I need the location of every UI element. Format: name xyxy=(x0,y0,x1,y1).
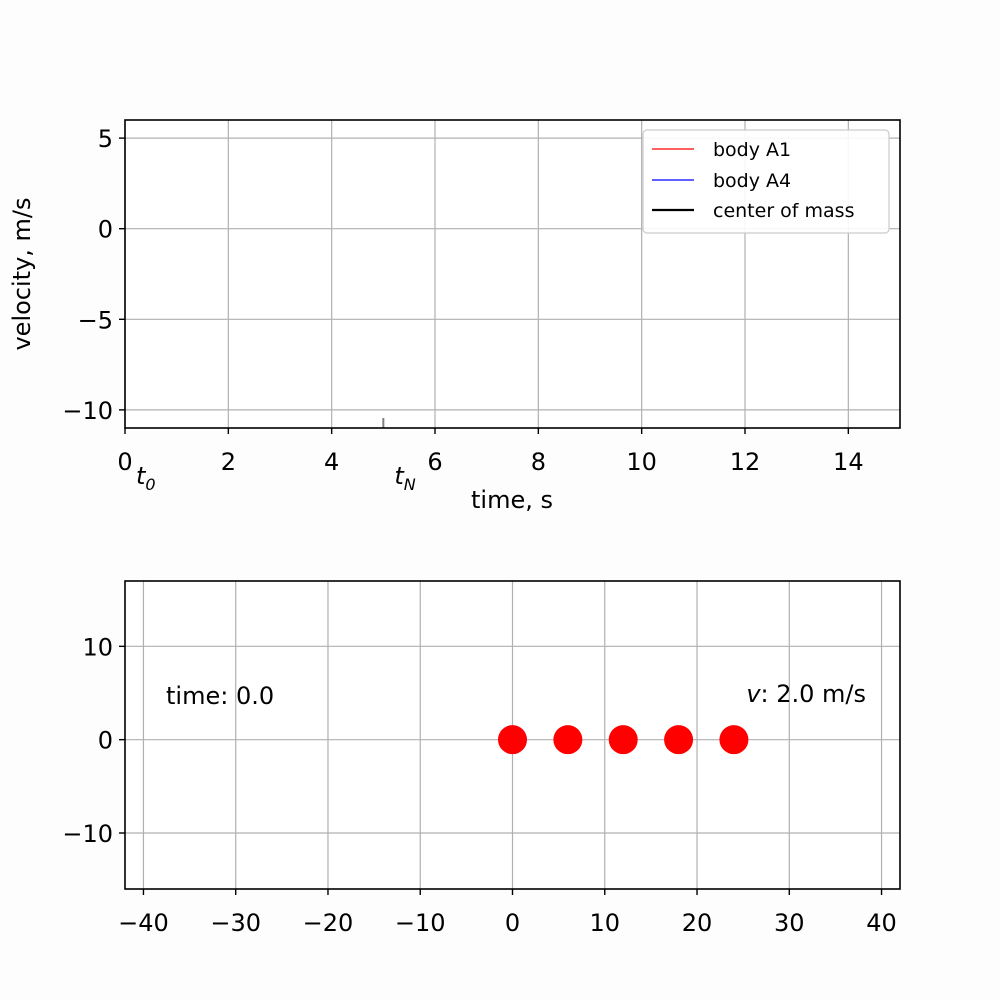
position-xtick-label: 10 xyxy=(589,909,620,937)
body-marker-2 xyxy=(553,725,583,755)
position-plot: −40 −30 −20 −10 0 10 20 30 40 10 0 −10 time: 0.0 v:… xyxy=(62,580,901,937)
velocity-xtick-label: 2 xyxy=(221,448,236,476)
velocity-plot-frame xyxy=(124,119,901,429)
time-marker-label: tN xyxy=(394,462,415,494)
body-marker-3 xyxy=(608,725,638,755)
time-annotation: time: 0.0 xyxy=(166,682,274,710)
position-xtick-label: 0 xyxy=(505,909,520,937)
legend-label-center-of-mass: center of mass xyxy=(713,200,854,222)
body-marker-1 xyxy=(498,725,527,755)
legend: body A1 body A4 center of mass xyxy=(642,129,890,234)
position-xtick-label: 30 xyxy=(774,909,805,937)
legend-box xyxy=(642,129,890,234)
position-xtick-label: 40 xyxy=(866,909,897,937)
velocity-ytick-label: 5 xyxy=(98,125,113,153)
velocity-xtick-label: 12 xyxy=(730,448,761,476)
velocity-plot-marker-labels: t0 tN xyxy=(136,462,416,494)
velocity-xtick-label: 0 xyxy=(117,448,132,476)
position-xtick-label: −20 xyxy=(303,909,354,937)
velocity-plot-ticks: 0 2 4 6 8 10 12 14 5 0 −5 −10 xyxy=(62,125,863,476)
velocity-annotation: v: 2.0 m/s xyxy=(746,680,866,708)
time-marker-symbol: t xyxy=(394,462,405,490)
velocity-ytick-label: 0 xyxy=(98,216,113,244)
velocity-xtick-label: 10 xyxy=(626,448,657,476)
velocity-value: : 2.0 m/s xyxy=(761,680,866,708)
body-marker-4 xyxy=(664,725,694,755)
legend-label-body-a4: body A4 xyxy=(713,170,791,192)
position-xtick-label: 20 xyxy=(682,909,713,937)
velocity-plot-ylabel: velocity, m/s xyxy=(8,197,36,350)
time-marker-subscript: N xyxy=(404,475,416,494)
velocity-xtick-label: 4 xyxy=(324,448,339,476)
position-xtick-label: −30 xyxy=(210,909,261,937)
time-marker-label: t0 xyxy=(136,462,156,494)
velocity-xtick-label: 14 xyxy=(833,448,864,476)
time-marker-subscript: 0 xyxy=(145,475,155,494)
position-ytick-label: 10 xyxy=(82,633,113,661)
velocity-xtick-label: 8 xyxy=(531,448,546,476)
position-xtick-label: −40 xyxy=(118,909,169,937)
position-plot-ticks: −40 −30 −20 −10 0 10 20 30 40 10 0 −10 xyxy=(62,633,896,937)
velocity-ytick-label: −10 xyxy=(62,397,113,425)
position-ytick-label: −10 xyxy=(62,820,113,848)
body-marker-5 xyxy=(719,725,749,755)
velocity-symbol: v xyxy=(746,680,761,708)
position-xtick-label: −10 xyxy=(395,909,446,937)
velocity-plot-xlabel: time, s xyxy=(471,486,553,514)
velocity-time-plot: 0 2 4 6 8 10 12 14 5 0 −5 −10 time, s velocity, m/s… xyxy=(8,119,901,514)
legend-label-body-a1: body A1 xyxy=(713,139,791,161)
position-ytick-label: 0 xyxy=(98,727,113,755)
velocity-xtick-label: 6 xyxy=(427,448,442,476)
position-plot-bodies xyxy=(498,725,749,755)
time-marker-symbol: t xyxy=(136,462,147,490)
velocity-ytick-label: −5 xyxy=(78,306,113,334)
